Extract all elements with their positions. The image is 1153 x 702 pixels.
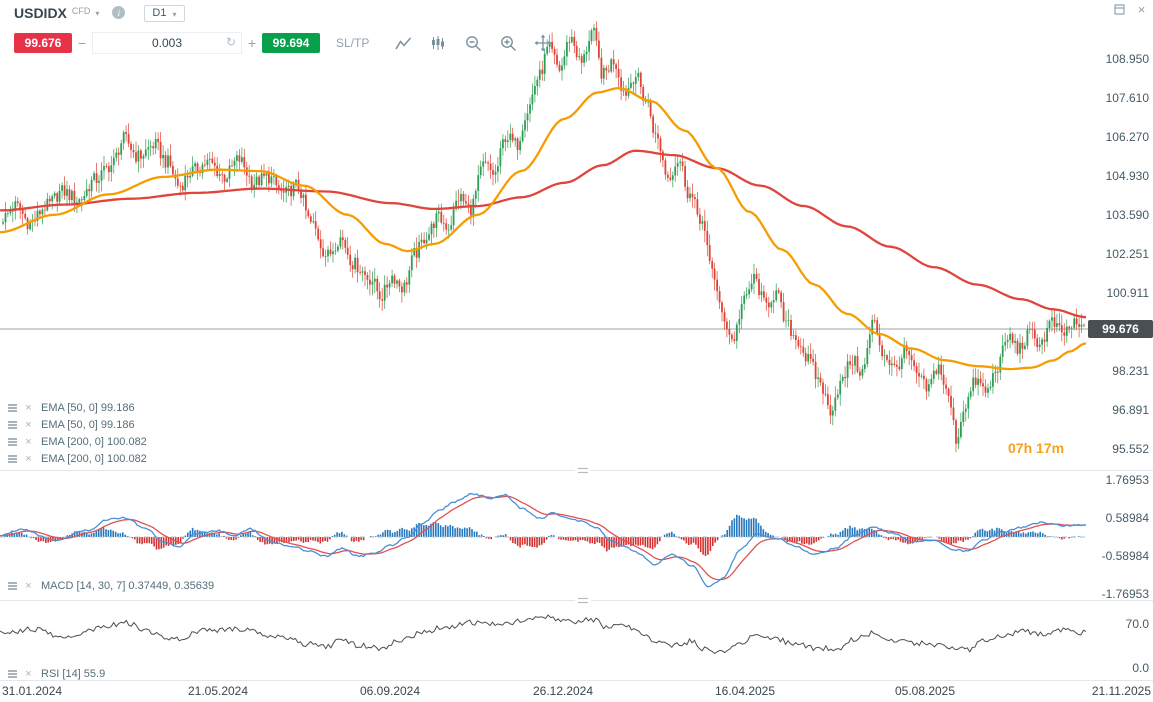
symbol-name: USDIDX [14, 5, 67, 21]
window-controls: × [1113, 3, 1148, 16]
macd-line [0, 493, 1087, 588]
time-axis-label: 31.01.2024 [2, 684, 63, 698]
indicator-settings-icon[interactable] [6, 402, 19, 415]
time-axis-label: 05.08.2025 [894, 684, 956, 698]
indicator-settings-icon[interactable] [6, 580, 19, 593]
zoom-in-icon[interactable] [498, 33, 518, 53]
sltp-link[interactable]: SL/TP [336, 36, 370, 50]
zoom-out-icon[interactable] [463, 33, 483, 53]
indicator-label: EMA [200, 0] 100.082 [41, 436, 147, 448]
candles-up-bodies [2, 28, 1083, 444]
indicator-label: MACD [14, 30, 7] 0.37449, 0.35639 [41, 580, 215, 592]
ema200-line [0, 149, 1087, 319]
indicator-legend-ema50-b: × EMA [50, 0] 99.186 [6, 418, 135, 432]
indicator-remove-icon[interactable]: × [25, 452, 32, 465]
indicator-legend-ema50-a: × EMA [50, 0] 99.186 [6, 401, 135, 415]
timeframe-caret-icon: ▾ [172, 9, 177, 19]
sell-button[interactable]: 99.676 [14, 33, 72, 53]
indicator-remove-icon[interactable]: × [25, 418, 32, 431]
indicator-label: EMA [50, 0] 99.186 [41, 419, 135, 431]
collapse-panel-icon[interactable] [1113, 3, 1126, 16]
volume-field[interactable]: 0.003 ↻ [92, 32, 242, 54]
time-axis-label: 21.11.2025 [1091, 684, 1151, 698]
close-icon[interactable]: × [1137, 2, 1146, 17]
indicator-legend-rsi: × RSI [14] 55.9 [6, 667, 105, 681]
buy-button[interactable]: 99.694 [262, 33, 320, 53]
indicator-remove-icon[interactable]: × [25, 667, 32, 680]
volume-plus-button[interactable]: + [242, 33, 262, 53]
indicator-legend-macd: × MACD [14, 30, 7] 0.37449, 0.35639 [6, 579, 214, 593]
indicator-remove-icon[interactable]: × [25, 579, 32, 592]
order-toolbar: 99.676 − 0.003 ↻ + 99.694 SL/TP [14, 32, 553, 54]
indicator-settings-icon[interactable] [6, 668, 19, 681]
indicator-legend-ema200-a: × EMA [200, 0] 100.082 [6, 435, 147, 449]
indicator-label: EMA [50, 0] 99.186 [41, 402, 135, 414]
indicator-legend-ema200-b: × EMA [200, 0] 100.082 [6, 452, 147, 466]
chart-tools [393, 33, 553, 53]
indicator-label: EMA [200, 0] 100.082 [41, 453, 147, 465]
symbol-header: USDIDX CFD ▾ i D1 ▾ [14, 5, 185, 22]
indicator-remove-icon[interactable]: × [25, 401, 32, 414]
timeframe-select[interactable]: D1 ▾ [144, 5, 185, 22]
time-axis-label: 21.05.2024 [187, 684, 249, 698]
time-axis-label: 16.04.2025 [714, 684, 776, 698]
macd-signal-line [0, 495, 1086, 581]
indicator-settings-icon[interactable] [6, 436, 19, 449]
candles-up-wicks [2, 24, 1082, 450]
timeframe-value: D1 [152, 7, 167, 19]
ema50-line [0, 86, 1087, 371]
time-axis-label: 26.12.2024 [532, 684, 594, 698]
candles-down-bodies [16, 28, 1085, 444]
indicator-remove-icon[interactable]: × [25, 435, 32, 448]
volume-minus-button[interactable]: − [72, 33, 92, 53]
indicator-settings-icon[interactable] [6, 419, 19, 432]
candlestick-chart-icon[interactable] [428, 33, 448, 53]
symbol-dropdown-caret-icon[interactable]: ▾ [95, 9, 100, 18]
line-chart-icon[interactable] [393, 33, 413, 53]
info-icon[interactable]: i [112, 6, 126, 19]
indicator-settings-icon[interactable] [6, 453, 19, 466]
volume-value: 0.003 [151, 36, 183, 50]
instrument-type-label: CFD [71, 6, 91, 16]
candles-down-wicks [17, 21, 1085, 453]
indicator-label: RSI [14] 55.9 [41, 668, 106, 680]
refresh-icon[interactable]: ↻ [225, 35, 236, 49]
rsi-line [0, 614, 1087, 655]
candle-countdown: 07h 17m [1008, 440, 1065, 456]
pan-move-icon[interactable] [533, 33, 553, 53]
time-axis-label: 06.09.2024 [359, 684, 421, 698]
